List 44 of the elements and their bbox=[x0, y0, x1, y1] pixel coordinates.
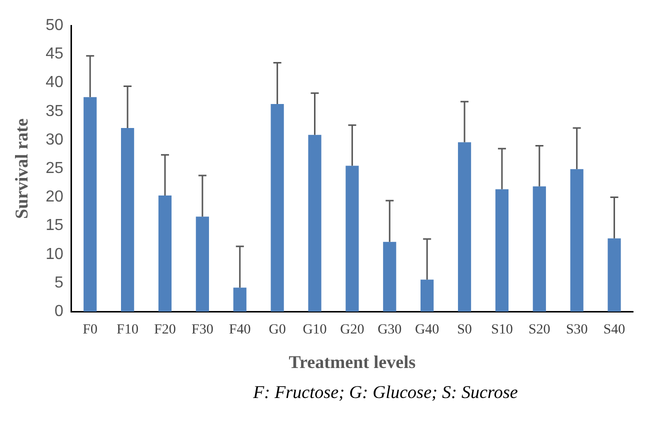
bar bbox=[270, 104, 284, 312]
bar bbox=[346, 166, 359, 312]
y-tick-label: 40 bbox=[46, 74, 64, 92]
y-tick-label: 45 bbox=[46, 46, 64, 63]
y-axis-title: Survival rate bbox=[11, 118, 32, 219]
bar bbox=[84, 97, 97, 312]
y-tick-label: 30 bbox=[46, 131, 64, 148]
text: F: Fructose; G: Glucose; S: Sucrose bbox=[252, 382, 519, 403]
bar bbox=[420, 280, 434, 312]
bar bbox=[383, 242, 396, 312]
bar bbox=[532, 186, 546, 312]
bar bbox=[608, 238, 621, 312]
y-tick-label: 20 bbox=[46, 188, 64, 206]
x-tick-label: F30 bbox=[192, 322, 214, 338]
x-tick-label: S40 bbox=[603, 322, 626, 338]
y-tick-label: 5 bbox=[54, 274, 64, 292]
x-axis-title: Treatment levels bbox=[288, 352, 416, 372]
bar bbox=[233, 288, 246, 312]
y-tick-label: 35 bbox=[46, 102, 64, 120]
y-tick-label: 10 bbox=[46, 246, 64, 263]
x-tick-label: S0 bbox=[457, 322, 472, 338]
x-tick-label: S30 bbox=[566, 322, 588, 338]
x-tick-label: F0 bbox=[82, 322, 98, 338]
y-tick-label: 25 bbox=[46, 160, 64, 178]
y-tick-label: 50 bbox=[46, 17, 64, 34]
bar bbox=[495, 189, 509, 312]
bar bbox=[308, 134, 322, 312]
y-tick-label: 0 bbox=[54, 303, 64, 320]
x-tick-label: F10 bbox=[116, 322, 138, 338]
x-tick-label: F20 bbox=[154, 322, 176, 338]
bar bbox=[458, 142, 472, 312]
bar bbox=[158, 195, 172, 312]
y-tick-label: 15 bbox=[46, 217, 64, 234]
x-tick-label: G40 bbox=[415, 322, 440, 338]
bar bbox=[121, 128, 134, 312]
x-tick-label: G0 bbox=[268, 322, 286, 338]
x-tick-label: S10 bbox=[491, 322, 513, 338]
bar bbox=[570, 169, 584, 312]
x-tick-label: F40 bbox=[228, 322, 251, 338]
x-tick-label: G20 bbox=[340, 322, 364, 338]
bar bbox=[196, 216, 209, 312]
x-tick-label: G10 bbox=[302, 322, 327, 338]
x-tick-label: G30 bbox=[378, 322, 402, 338]
x-tick-label: S20 bbox=[528, 322, 550, 338]
